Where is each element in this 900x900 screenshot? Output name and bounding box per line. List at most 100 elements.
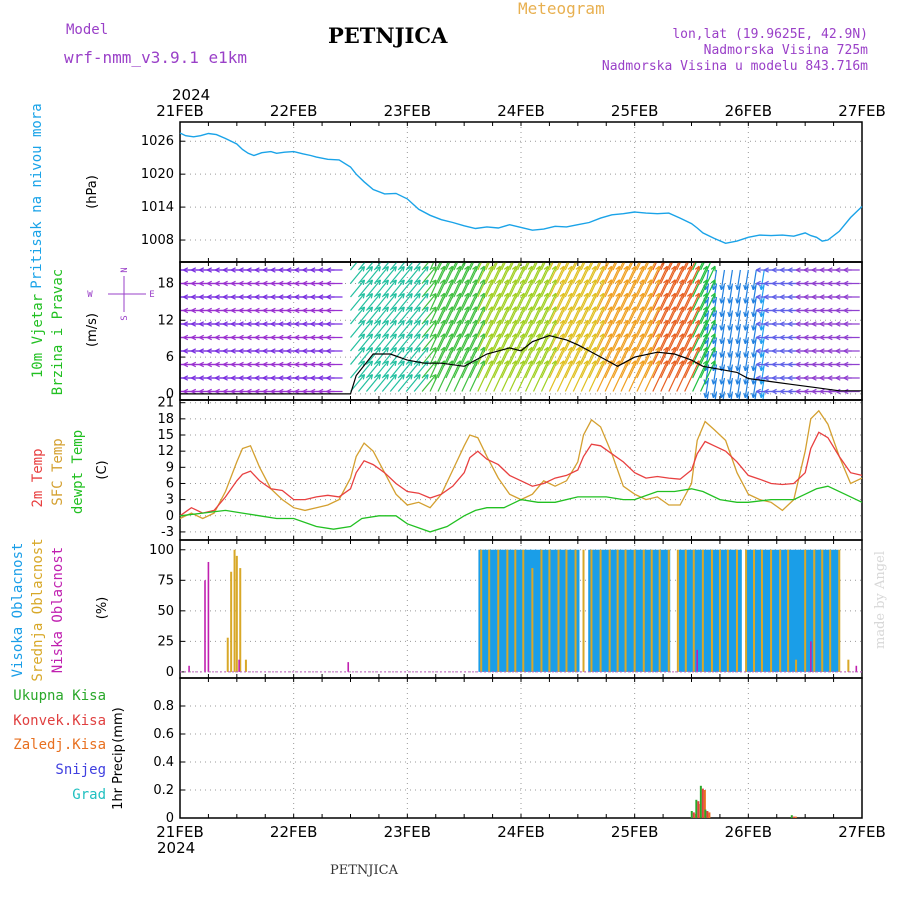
wind-arrow-head [811, 294, 817, 300]
wind-arrow-head [407, 293, 413, 299]
wind-arrow-head [222, 294, 228, 300]
wind-arrow [525, 306, 541, 338]
cloud-mid-bar [557, 549, 560, 672]
wind-arrow-head [843, 375, 849, 381]
wind-arrow-head [583, 279, 589, 285]
wind-arrow [668, 262, 674, 271]
wind-arrow [429, 306, 446, 338]
wind-arrow [548, 346, 565, 379]
wind-arrow [381, 262, 390, 271]
cloud-mid-bar [735, 549, 738, 672]
wind-arrow [572, 346, 589, 379]
wind-arrow-head [567, 360, 573, 366]
wind-arrow [652, 346, 668, 379]
wind-arrow [437, 262, 449, 284]
wind-arrow [564, 333, 581, 365]
wind-arrow [509, 319, 525, 352]
wind-arrow-head [391, 306, 397, 313]
wind-arrow-head [575, 333, 581, 339]
wind-arrow [389, 333, 405, 352]
wind-arrow-head [278, 334, 284, 341]
wind-arrow [692, 306, 708, 338]
wind-arrow [604, 265, 621, 298]
wind-arrow [676, 265, 692, 298]
wind-arrow-head [575, 319, 581, 326]
wind-arrow [620, 262, 632, 284]
wind-arrow [437, 265, 454, 298]
wind-arrow-head [819, 321, 825, 327]
wind-arrow-head [511, 306, 517, 312]
wind-arrow-head [779, 348, 785, 354]
wind-arrow [572, 292, 589, 325]
wind-arrow-head [763, 267, 769, 273]
wind-arrow [692, 265, 708, 298]
wind-arrow [596, 279, 613, 311]
wind-arrow-head [803, 388, 809, 395]
wind-arrow-head [391, 347, 397, 353]
wind-arrow-head [206, 321, 212, 327]
wind-arrow-head [591, 265, 597, 272]
wind-arrow [350, 360, 365, 379]
wind-arrow-head [367, 279, 374, 286]
wind-arrow-head [423, 347, 429, 353]
wind-arrow-head [527, 265, 533, 272]
wind-arrow-head [375, 347, 382, 353]
wind-arrow-head [391, 279, 397, 286]
top-date-label: 23FEB [384, 102, 431, 120]
wind-arrow [636, 279, 652, 311]
wind-arrow-head [278, 348, 284, 354]
wind-arrow [429, 292, 446, 325]
wind-arrow [652, 262, 664, 284]
wind-arrow [453, 319, 469, 352]
wind-arrow-head [827, 307, 833, 314]
wind-arrow [564, 346, 581, 379]
cloud-high-bar [688, 549, 695, 672]
wind-arrow-head [464, 319, 470, 326]
meteogram-label: Meteogram [518, 0, 605, 18]
wind-arrow-head [615, 279, 621, 285]
wind-arrow-head [584, 253, 588, 258]
wind-arrow-head [835, 280, 841, 287]
wind-arrow-head [519, 319, 525, 326]
wind-arrow-head [511, 265, 517, 272]
wind-arrow-head [254, 267, 260, 273]
wind-arrow [588, 262, 600, 284]
wind-arrow-head [511, 279, 517, 285]
wind-arrow [676, 292, 692, 325]
wind-arrow-head [671, 333, 676, 339]
wind-arrow [477, 292, 493, 325]
wind-arrow [572, 262, 585, 284]
wind-arrow-head [254, 321, 260, 327]
wind-arrow [752, 310, 757, 331]
wind-arrow-head [763, 280, 769, 287]
wind-arrow [644, 333, 660, 365]
wind-arrow-head [286, 348, 292, 354]
wind-arrow [736, 350, 741, 371]
wind-arrow [736, 377, 741, 398]
cloud-high-bar [745, 549, 752, 672]
cloud-mid-bar [804, 549, 807, 672]
wind-arrow-head [286, 307, 292, 314]
wind-arrow [736, 296, 741, 317]
y-tick-label: 15 [157, 428, 174, 443]
cloud-high-bar [497, 549, 504, 672]
wind-arrow-head [367, 347, 374, 353]
cloud-mid-bar [821, 549, 824, 672]
wind-arrow [612, 346, 629, 379]
wind-arrow-head [663, 253, 667, 258]
wind-arrow-head [384, 253, 389, 258]
wind-arrow-head [270, 267, 276, 273]
wind-arrow-head [488, 333, 493, 339]
wind-arrow [580, 292, 597, 325]
wind-arrow-head [639, 292, 645, 299]
cloud-low-ylabel: Niska Oblacnost [50, 547, 66, 673]
wind-arrow [684, 306, 700, 338]
wind-arrow-head [763, 307, 769, 314]
wind-arrow [469, 262, 475, 271]
wind-arrow [517, 319, 533, 352]
wind-arrow [744, 323, 749, 344]
wind-arrow-head [559, 292, 565, 299]
wind-arrow-head [254, 307, 260, 314]
wind-arrow-head [504, 253, 508, 258]
wind-arrow [692, 262, 704, 284]
